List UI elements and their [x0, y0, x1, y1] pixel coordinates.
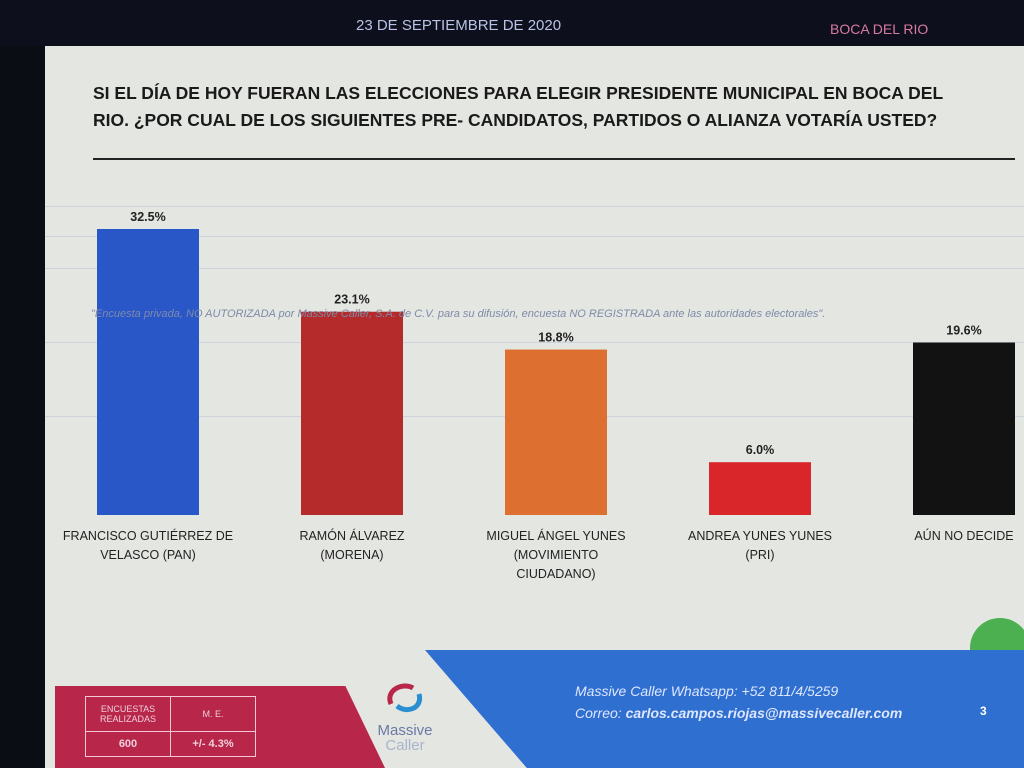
- category-label: AÚN NO DECIDE: [874, 527, 1024, 546]
- title-divider: [93, 158, 1015, 160]
- category-label: MIGUEL ÁNGEL YUNES (MOVIMIENTO CIUDADANO): [466, 527, 646, 584]
- data-label: 23.1%: [334, 293, 369, 307]
- stats-value-surveys: 600: [85, 731, 171, 757]
- bar: [709, 462, 811, 515]
- category-label-line: RAMÓN ÁLVAREZ: [299, 529, 405, 543]
- bar: [97, 229, 199, 515]
- stats-value-margin: +/- 4.3%: [170, 731, 256, 757]
- category-label-line: ANDREA YUNES YUNES: [687, 529, 833, 543]
- chart-title: SI EL DÍA DE HOY FUERAN LAS ELECCIONES P…: [93, 80, 1024, 134]
- stats-header-margin: M. E.: [170, 696, 256, 732]
- category-label: ANDREA YUNES YUNES (PRI): [670, 527, 850, 565]
- bar-chart: 32.5% 23.1% 18.8% 6.0% 19.6%: [97, 210, 1015, 515]
- data-label: 32.5%: [130, 210, 165, 224]
- category-label-line: FRANCISCO GUTIÉRREZ DE: [62, 529, 234, 543]
- category-label-line: CIUDADANO): [516, 567, 596, 581]
- gridline: [45, 268, 1024, 269]
- email-label: Correo:: [575, 705, 622, 721]
- category-label: RAMÓN ÁLVAREZ (MORENA): [262, 527, 442, 565]
- whatsapp-label: Massive Caller Whatsapp:: [575, 683, 738, 699]
- survey-stats-table: ENCUESTAS REALIZADAS M. E. 600 +/- 4.3%: [85, 696, 256, 757]
- survey-date: 23 DE SEPTIEMBRE DE 2020: [356, 17, 562, 34]
- data-label: 19.6%: [946, 324, 981, 338]
- contact-info: Massive Caller Whatsapp: +52 811/4/5259 …: [575, 680, 902, 724]
- top-bar: 23 DE SEPTIEMBRE DE 2020 BOCA DEL RIO: [0, 0, 1024, 46]
- page-number: 3: [980, 704, 987, 718]
- slide: SI EL DÍA DE HOY FUERAN LAS ELECCIONES P…: [45, 46, 1024, 768]
- category-label: FRANCISCO GUTIÉRREZ DE VELASCO (PAN): [58, 527, 238, 565]
- category-label-line: (MOVIMIENTO: [513, 548, 599, 562]
- bar: [301, 311, 403, 515]
- category-label-line: (PRI): [745, 548, 775, 562]
- title-line-1: SI EL DÍA DE HOY FUERAN LAS ELECCIONES P…: [93, 83, 944, 103]
- footer-blue-band: [425, 650, 1024, 768]
- category-label-line: VELASCO (PAN): [100, 548, 196, 562]
- stats-header-surveys: ENCUESTAS REALIZADAS: [85, 696, 171, 732]
- gridline: [45, 206, 1024, 207]
- data-label: 18.8%: [538, 331, 573, 345]
- email-link[interactable]: carlos.campos.riojas@massivecaller.com: [625, 705, 903, 721]
- category-label-line: MIGUEL ÁNGEL YUNES: [486, 529, 626, 543]
- logo-text-2: Caller: [385, 737, 425, 754]
- whatsapp-number: +52 811/4/5259: [741, 683, 839, 699]
- logo-icon: [387, 683, 423, 712]
- logo-text-1: Massive: [377, 722, 433, 739]
- bar: [913, 342, 1015, 515]
- region-label: BOCA DEL RIO: [830, 21, 929, 37]
- category-label-line: (MORENA): [320, 548, 384, 562]
- bar: [505, 349, 607, 515]
- title-line-2: RIO. ¿POR CUAL DE LOS SIGUIENTES PRE- CA…: [93, 110, 938, 130]
- gridline: [45, 342, 1024, 343]
- category-label-line: AÚN NO DECIDE: [914, 529, 1014, 543]
- massive-caller-logo: Massive Caller: [365, 680, 445, 753]
- watermark-disclaimer: "Encuesta privada, NO AUTORIZADA por Mas…: [91, 308, 826, 320]
- data-label: 6.0%: [746, 443, 775, 457]
- gridline: [45, 236, 1024, 237]
